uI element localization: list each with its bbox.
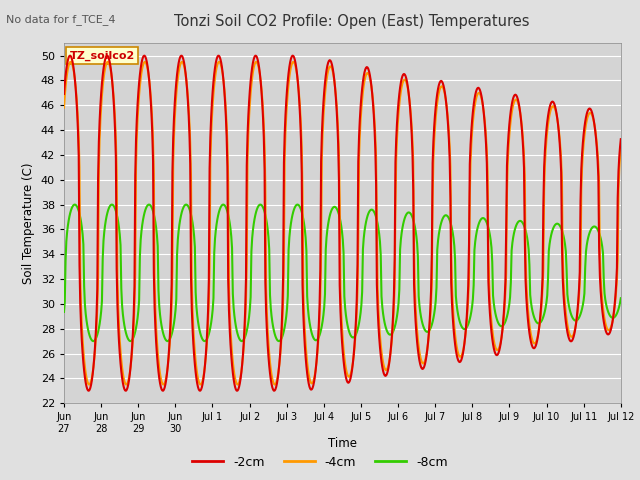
Text: TZ_soilco2: TZ_soilco2 — [70, 50, 135, 60]
Text: No data for f_TCE_4: No data for f_TCE_4 — [6, 14, 116, 25]
Y-axis label: Soil Temperature (C): Soil Temperature (C) — [22, 162, 35, 284]
X-axis label: Time: Time — [328, 437, 357, 450]
Text: Tonzi Soil CO2 Profile: Open (East) Temperatures: Tonzi Soil CO2 Profile: Open (East) Temp… — [174, 14, 530, 29]
Legend: -2cm, -4cm, -8cm: -2cm, -4cm, -8cm — [187, 451, 453, 474]
